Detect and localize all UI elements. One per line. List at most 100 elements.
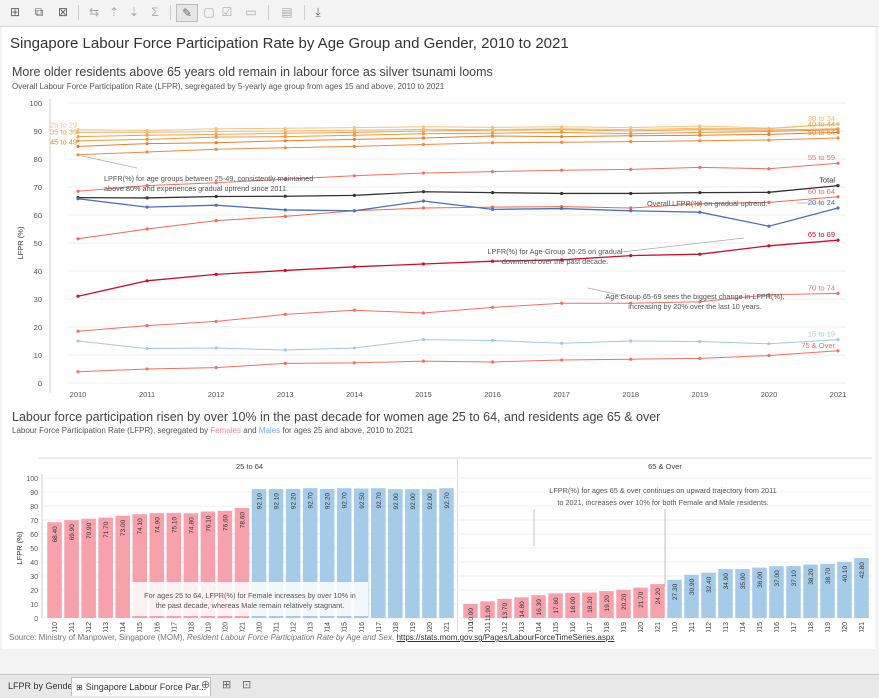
- series-label: 15 to 19: [808, 330, 835, 339]
- bar: [371, 488, 386, 618]
- data-label: 18.20: [587, 596, 594, 613]
- swap-icon[interactable]: ⇆: [88, 5, 100, 19]
- data-point: [145, 130, 149, 134]
- bar: [480, 601, 495, 618]
- duplicate-icon[interactable]: ⧉: [34, 5, 44, 19]
- bar: [98, 517, 113, 618]
- fit-icon[interactable]: ▤: [281, 5, 293, 19]
- x-tick-label: 2011: [485, 622, 492, 632]
- bar-chart[interactable]: 25 to 64 65 & Over 0 10 20 30 40 50 60 70 80 90 100 L…: [2, 436, 875, 632]
- section2-subtitle: Labour Force Participation Rate (LFPR), …: [12, 426, 413, 435]
- series-line-35-to-39: [77, 128, 839, 138]
- bar: [633, 587, 648, 618]
- tab-singapore-labour-force[interactable]: ⊞ Singapore Labour Force Par...: [71, 677, 212, 696]
- show-me-icon[interactable]: ⊞: [9, 5, 21, 19]
- panel-header: 65 & Over: [648, 462, 682, 471]
- x-tick-label: 2014: [740, 622, 747, 632]
- annotation-text: increasing by 20% over the last 10 years…: [628, 302, 761, 311]
- data-point: [836, 291, 840, 295]
- bar: [769, 566, 784, 618]
- y-tick-label: 50: [34, 239, 42, 248]
- data-point: [490, 191, 495, 195]
- new-dashboard-icon[interactable]: ⊞: [222, 679, 232, 691]
- group-icon[interactable]: ▢: [203, 5, 215, 19]
- data-point: [283, 361, 287, 365]
- data-label: 11.90: [485, 605, 492, 621]
- data-point: [698, 133, 702, 137]
- bar: [47, 522, 62, 618]
- source-link[interactable]: https://stats.mom.gov.sg/Pages/LabourFor…: [396, 633, 615, 642]
- y-tick-label: 100: [29, 99, 42, 108]
- data-label: 34.90: [723, 573, 730, 590]
- toolbar: ⊞ ⧉ ⊠ ⇆ ⇡ ⇣ Σ ✎ ▢ ☑ ▭ ▤ ⤓: [0, 0, 879, 27]
- data-label: 92.00: [393, 493, 400, 510]
- data-point: [629, 206, 633, 210]
- data-point: [698, 165, 702, 169]
- data-point: [490, 338, 495, 343]
- data-point: [283, 139, 287, 143]
- annotation-box: [132, 582, 368, 616]
- clear-sheet-icon[interactable]: ⊠: [57, 5, 69, 19]
- data-point: [490, 360, 495, 364]
- x-tick-label: 2021: [239, 622, 246, 632]
- y-tick-label: 40: [30, 560, 38, 567]
- y-tick-label: 90: [30, 490, 38, 497]
- data-point: [767, 127, 771, 131]
- data-label: 74.10: [137, 518, 144, 535]
- fix-axes-icon[interactable]: ▭: [245, 5, 257, 19]
- totals-icon[interactable]: Σ: [151, 5, 159, 19]
- data-point: [214, 141, 218, 145]
- toolbar-separator: [304, 5, 305, 20]
- new-story-icon[interactable]: ⊡: [242, 679, 252, 691]
- line-chart[interactable]: 0 10 20 30 40 50 60 70 80 90 100 LFPR (%) 2010 2011 20…: [2, 92, 875, 422]
- x-tick-label: 2014: [120, 622, 127, 632]
- bar: [701, 572, 716, 618]
- x-tick-label: 2015: [415, 390, 432, 399]
- data-point: [698, 300, 702, 304]
- y-tick-label: 40: [34, 267, 42, 276]
- data-point: [283, 126, 287, 130]
- y-tick-label: 60: [30, 532, 38, 539]
- data-point: [352, 130, 356, 134]
- data-point: [76, 329, 80, 333]
- bar: [81, 518, 96, 618]
- data-label: 38.20: [808, 568, 815, 585]
- data-point: [145, 324, 149, 328]
- sort-desc-icon[interactable]: ⇣: [128, 5, 140, 19]
- x-tick-label: 2018: [604, 622, 611, 632]
- highlight-icon[interactable]: ✎: [176, 4, 198, 22]
- tab-lfpr-by-gender[interactable]: LFPR by Gender: [8, 681, 76, 691]
- x-tick-label: 2013: [308, 622, 315, 632]
- data-point: [836, 128, 840, 132]
- x-tick-label: 2019: [410, 622, 417, 632]
- x-tick-label: 2010: [52, 622, 59, 632]
- data-point: [698, 126, 702, 130]
- legend-males[interactable]: Males: [258, 426, 281, 435]
- data-label: 68.40: [52, 526, 59, 543]
- y-tick-label: 0: [34, 616, 38, 623]
- x-tick-label: 2018: [808, 622, 815, 632]
- data-point: [352, 193, 356, 197]
- sort-asc-icon[interactable]: ⇡: [108, 5, 120, 19]
- data-point: [145, 367, 149, 371]
- series-line-75-over: [77, 350, 839, 373]
- x-tick-label: 2017: [171, 622, 178, 632]
- data-point: [490, 125, 495, 129]
- data-point: [421, 125, 426, 129]
- x-tick-label: 2019: [825, 622, 832, 632]
- data-label: 75.10: [171, 516, 178, 533]
- data-point: [698, 124, 702, 128]
- data-point: [214, 319, 218, 323]
- labels-icon[interactable]: ☑: [221, 5, 233, 19]
- data-point: [214, 127, 218, 131]
- data-point: [352, 137, 356, 141]
- new-worksheet-icon[interactable]: ⊕: [201, 679, 211, 691]
- download-icon[interactable]: ⤓: [315, 5, 321, 19]
- data-point: [76, 294, 80, 298]
- bar: [667, 579, 682, 618]
- legend-females[interactable]: Females: [210, 426, 242, 435]
- data-label: 19.20: [604, 595, 611, 612]
- series-label: 55 to 59: [808, 153, 835, 162]
- data-label: 74.90: [154, 517, 161, 534]
- data-label: 30.90: [689, 578, 696, 595]
